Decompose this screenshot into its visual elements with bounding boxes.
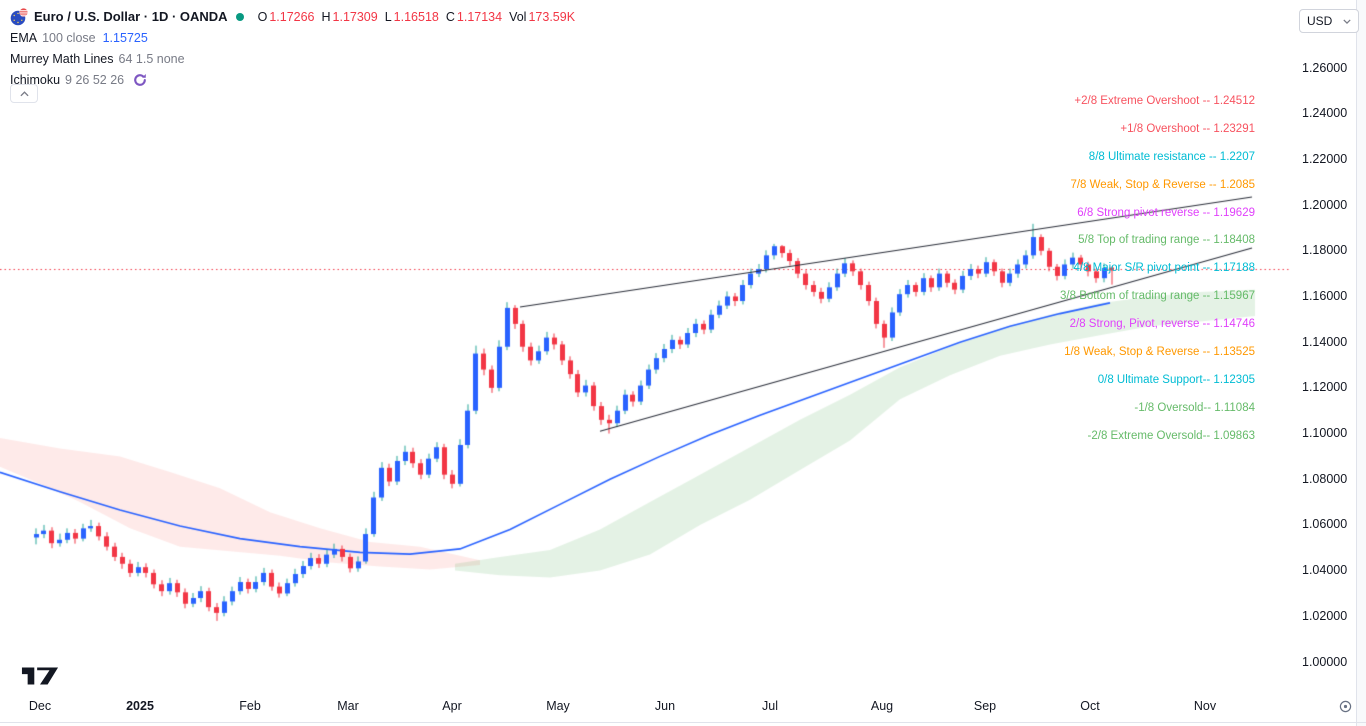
chevron-up-icon xyxy=(19,90,29,97)
currency-dropdown[interactable]: USD xyxy=(1299,9,1359,33)
time-tick-label: Aug xyxy=(870,699,894,713)
indicator-value: 1.15725 xyxy=(102,30,148,45)
volume-label: Vol xyxy=(509,9,527,24)
symbol-icon xyxy=(10,7,28,26)
time-tick-label: Mar xyxy=(337,699,359,713)
chevron-down-icon xyxy=(1343,18,1351,24)
symbol-row[interactable]: Euro / U.S. Dollar · 1D · OANDA O 1.1726… xyxy=(10,6,582,27)
close-value: 1.17134 xyxy=(456,9,503,24)
murrey-level-label: -1/8 Oversold-- 1.11084 xyxy=(1134,401,1255,414)
bottom-border xyxy=(0,722,1366,723)
time-tick-label: May xyxy=(546,699,570,713)
right-panel-strip xyxy=(1357,0,1366,726)
legend: Euro / U.S. Dollar · 1D · OANDA O 1.1726… xyxy=(10,6,582,90)
time-tick-label: Nov xyxy=(1193,699,1217,713)
murrey-level-label: 5/8 Top of trading range -- 1.18408 xyxy=(1078,234,1255,247)
price-tick-label: 1.08000 xyxy=(1302,471,1348,486)
low-label: L xyxy=(384,9,392,24)
price-tick-label: 1.06000 xyxy=(1302,517,1348,532)
murrey-level-label: +1/8 Overshoot -- 1.23291 xyxy=(1120,122,1255,135)
price-tick-label: 1.00000 xyxy=(1302,654,1348,669)
tradingview-logo[interactable] xyxy=(21,665,59,692)
currency-value: USD xyxy=(1307,14,1333,28)
time-tick-label: Apr xyxy=(442,699,462,713)
murrey-level-label: -2/8 Extreme Oversold-- 1.09863 xyxy=(1087,429,1255,442)
time-tick-label: 2025 xyxy=(126,699,154,713)
symbol-title: Euro / U.S. Dollar · 1D · OANDA xyxy=(34,9,228,24)
price-tick-label: 1.02000 xyxy=(1302,608,1348,623)
murrey-level-label: 0/8 Ultimate Support-- 1.12305 xyxy=(1097,373,1255,386)
price-tick-label: 1.10000 xyxy=(1302,426,1348,441)
volume-value: 173.59K xyxy=(528,9,576,24)
time-tick-label: Jul xyxy=(762,699,778,713)
price-tick-label: 1.18000 xyxy=(1302,243,1348,258)
time-tick-label: Dec xyxy=(28,699,52,713)
murrey-level-label: 6/8 Strong pivot reverse -- 1.19629 xyxy=(1077,206,1255,219)
right-panel-border xyxy=(1356,0,1357,726)
indicator-params: 100 close xyxy=(42,30,96,45)
time-tick-label: Feb xyxy=(239,699,261,713)
murrey-level-label: 7/8 Weak, Stop & Reverse -- 1.2085 xyxy=(1070,178,1255,191)
price-tick-label: 1.24000 xyxy=(1302,106,1348,121)
indicator-name: Murrey Math Lines xyxy=(10,51,114,66)
high-value: 1.17309 xyxy=(332,9,378,24)
price-tick-label: 1.26000 xyxy=(1302,60,1348,75)
high-label: H xyxy=(321,9,331,24)
time-axis[interactable]: Dec 2025 Feb Mar Apr May Jun Jul Aug Sep Oct Nov xyxy=(0,690,1366,723)
time-tick-label: Jun xyxy=(654,699,676,713)
close-label: C xyxy=(445,9,455,24)
low-value: 1.16518 xyxy=(393,9,439,24)
murrey-level-label: 1/8 Weak, Stop & Reverse -- 1.13525 xyxy=(1064,346,1255,358)
indicator-params: 64 1.5 none xyxy=(118,51,185,66)
time-tick-label: Sep xyxy=(973,699,997,713)
open-label: O xyxy=(257,9,268,24)
murrey-level-label: 8/8 Ultimate resistance -- 1.2207 xyxy=(1088,150,1255,163)
market-status-dot[interactable] xyxy=(235,12,244,21)
price-axis[interactable]: 1.26000 1.24000 1.22000 1.20000 1.18000 1.160… xyxy=(1290,0,1356,690)
murrey-level-label: 4/8 Major S/R pivot point -- 1.17188 xyxy=(1073,262,1255,275)
price-tick-label: 1.16000 xyxy=(1302,288,1348,303)
open-value: 1.17266 xyxy=(269,9,315,24)
indicator-params: 9 26 52 26 xyxy=(65,72,125,87)
indicator-name: EMA xyxy=(10,30,38,45)
murrey-level-label: +2/8 Extreme Overshoot -- 1.24512 xyxy=(1074,94,1255,107)
price-tick-label: 1.20000 xyxy=(1302,197,1348,212)
indicator-name: Ichimoku xyxy=(10,72,61,87)
price-tick-label: 1.04000 xyxy=(1302,563,1348,578)
price-tick-label: 1.14000 xyxy=(1302,334,1348,349)
price-tick-label: 1.12000 xyxy=(1302,380,1348,395)
collapse-legend-button[interactable] xyxy=(10,84,38,103)
murrey-level-label: 2/8 Strong, Pivot, reverse -- 1.14746 xyxy=(1069,318,1255,331)
axis-settings-icon[interactable] xyxy=(1338,699,1353,719)
indicator-row-ichimoku[interactable]: Ichimoku 9 26 52 26 xyxy=(10,69,582,90)
indicator-row-ema[interactable]: EMA 100 close 1.15725 xyxy=(10,27,582,48)
indicator-row-murrey[interactable]: Murrey Math Lines 64 1.5 none xyxy=(10,48,582,69)
indicator-loading-icon xyxy=(133,73,147,87)
murrey-level-label: 3/8 Bottom of trading range -- 1.15967 xyxy=(1060,290,1255,303)
time-tick-label: Oct xyxy=(1080,699,1100,713)
price-tick-label: 1.22000 xyxy=(1302,151,1348,166)
